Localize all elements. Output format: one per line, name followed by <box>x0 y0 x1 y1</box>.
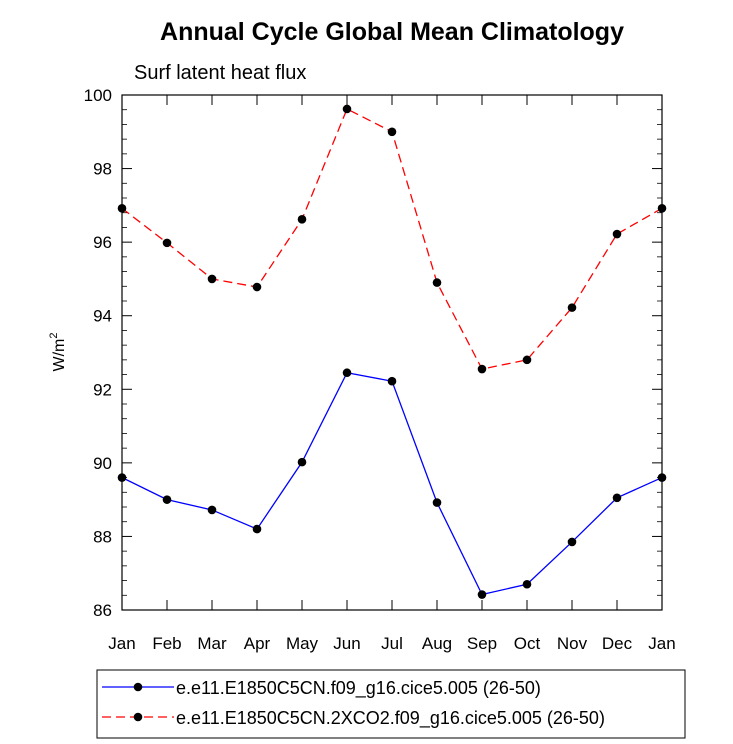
series-2-point <box>567 303 577 312</box>
series-1-point <box>252 524 262 534</box>
x-tick-label: Jan <box>108 634 135 653</box>
y-tick-label: 100 <box>84 86 112 105</box>
x-tick-label: Mar <box>197 634 227 653</box>
y-tick-label: 88 <box>93 527 112 546</box>
series-1-point <box>567 537 577 547</box>
series-2-point <box>162 238 172 248</box>
y-tick-label: 98 <box>93 160 112 179</box>
series-1-point <box>342 368 352 378</box>
series-2-point <box>612 229 622 239</box>
y-axis-label-unit: W/m <box>51 339 68 372</box>
y-tick-label: 96 <box>93 233 112 252</box>
legend-label-1: e.e11.E1850C5CN.f09_g16.cice5.005 (26-50… <box>176 678 541 699</box>
series-1-point <box>207 505 217 515</box>
series-line-1 <box>121 372 663 596</box>
tick-labels: 86 88 90 92 94 96 98 100 Jan Feb Mar Apr May Jun Jul Au… <box>84 86 676 653</box>
x-tick-label: Aug <box>422 634 452 653</box>
series-2-point <box>297 215 307 224</box>
axis-ticks <box>121 94 663 611</box>
chart-title: Annual Cycle Global Mean Climatology <box>160 18 624 46</box>
series-2-point <box>342 104 352 114</box>
x-tick-label: Dec <box>602 634 633 653</box>
y-tick-label: 94 <box>93 307 112 326</box>
series-1-point <box>522 579 532 589</box>
x-tick-label: Feb <box>152 634 181 653</box>
y-tick-label: 92 <box>93 380 112 399</box>
x-tick-label: Jan <box>648 634 675 653</box>
series-1-point <box>387 376 397 386</box>
y-axis-label: W/m2 <box>48 333 68 372</box>
series-2-point <box>522 355 532 365</box>
series-line-2 <box>121 108 663 370</box>
x-tick-label: Jun <box>333 634 360 653</box>
series-2-point <box>252 282 262 292</box>
legend-marker-1 <box>133 682 143 692</box>
x-tick-label: Apr <box>244 634 271 653</box>
x-tick-label: Oct <box>514 634 541 653</box>
y-axis-label-superscript: 2 <box>48 333 60 339</box>
chart-subtitle: Surf latent heat flux <box>134 62 306 84</box>
series-1-point <box>297 457 307 467</box>
series-1-point <box>162 495 172 504</box>
legend: e.e11.E1850C5CN.f09_g16.cice5.005 (26-50… <box>96 669 686 739</box>
y-tick-label: 86 <box>93 601 112 620</box>
legend-label-2: e.e11.E1850C5CN.2XCO2.f09_g16.cice5.005 … <box>176 708 605 729</box>
series-1-point <box>612 493 622 503</box>
x-tick-label: May <box>286 634 319 653</box>
series-layer <box>117 104 667 599</box>
legend-box <box>96 669 686 739</box>
legend-marker-2 <box>133 712 143 722</box>
x-tick-label: Sep <box>467 634 497 653</box>
series-2-point <box>477 364 487 374</box>
series-1-point <box>477 590 487 599</box>
plot-frame <box>121 94 663 611</box>
y-tick-label: 90 <box>93 454 112 473</box>
x-tick-label: Jul <box>381 634 403 653</box>
x-tick-label: Nov <box>557 634 588 653</box>
series-2-point <box>432 278 442 287</box>
series-2-point <box>207 274 217 284</box>
series-1-point <box>432 498 442 507</box>
series-2-point <box>387 127 397 137</box>
